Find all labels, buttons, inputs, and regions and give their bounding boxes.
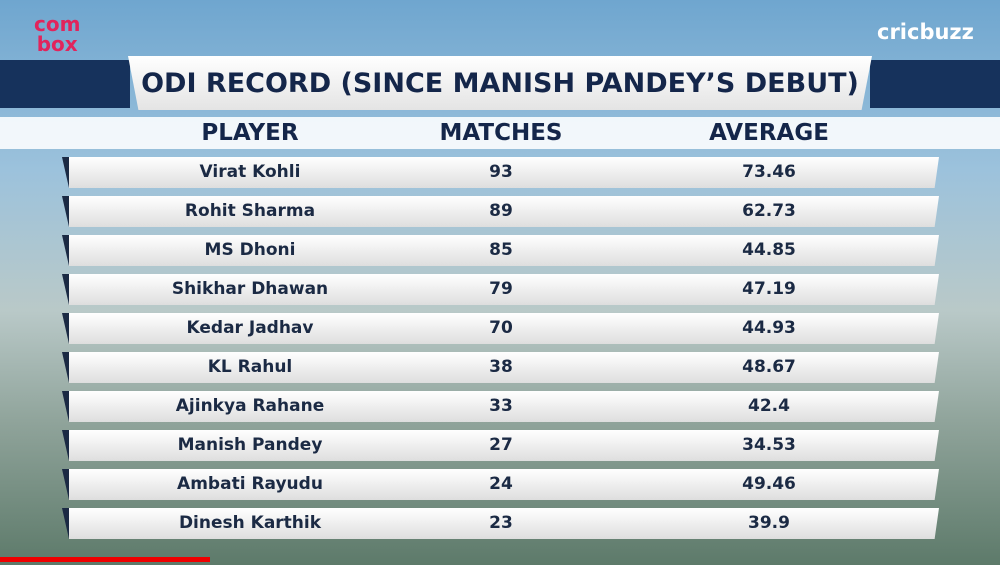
side-band xyxy=(870,60,1000,108)
logo-text: com xyxy=(34,12,81,36)
table-cell: 38 xyxy=(489,357,513,377)
logo: com box xyxy=(34,14,80,54)
table-row: KL Rahul 38 48.67 xyxy=(62,352,939,383)
table-row: Virat Kohli 93 73.46 xyxy=(62,157,939,188)
table-cell: Shikhar Dhawan xyxy=(171,279,329,299)
table-cell: 73.46 xyxy=(742,162,796,182)
table-row: Ajinkya Rahane 33 42.4 xyxy=(62,391,939,422)
table-cell: 33 xyxy=(489,396,513,416)
table-cell: 47.19 xyxy=(742,279,796,299)
table-cell: 34.53 xyxy=(742,435,796,455)
table-cell: 39.9 xyxy=(748,513,790,533)
table-row: Shikhar Dhawan 79 47.19 xyxy=(62,274,939,305)
title: ODI RECORD (SINCE MANISH PANDEY’S DEBUT) xyxy=(128,56,872,110)
logo-text: box xyxy=(36,32,78,56)
table-cell: 70 xyxy=(489,318,513,338)
logo: cricbuzz xyxy=(877,20,974,44)
table-cell: 85 xyxy=(489,240,513,260)
table-row: Manish Pandey 27 34.53 xyxy=(62,430,939,461)
table-cell: Dinesh Karthik xyxy=(178,513,322,533)
table-cell: 24 xyxy=(489,474,513,494)
table-cell: 49.46 xyxy=(742,474,796,494)
table-cell: 89 xyxy=(489,201,513,221)
table-cell: 42.4 xyxy=(748,396,790,416)
header-row: PLAYER MATCHES AVERAGE xyxy=(0,117,1000,149)
table-cell: Kedar Jadhav xyxy=(186,318,314,338)
table-cell: MS Dhoni xyxy=(204,240,296,260)
column-header: MATCHES xyxy=(439,120,563,146)
column-header: PLAYER xyxy=(201,120,299,146)
table-cell: 44.85 xyxy=(742,240,796,260)
table-cell: Rohit Sharma xyxy=(184,201,316,221)
table-cell: Ajinkya Rahane xyxy=(175,396,325,416)
table-row: MS Dhoni 85 44.85 xyxy=(62,235,939,266)
progress-bar xyxy=(0,557,210,562)
column-header: AVERAGE xyxy=(709,120,829,146)
table-cell: Virat Kohli xyxy=(199,162,301,182)
table-row: Kedar Jadhav 70 44.93 xyxy=(62,313,939,344)
table-cell: 93 xyxy=(489,162,513,182)
table-cell: 44.93 xyxy=(742,318,796,338)
table-cell: 48.67 xyxy=(742,357,796,377)
table-cell: Ambati Rayudu xyxy=(177,474,323,494)
table-cell: 62.73 xyxy=(742,201,796,221)
table-cell: Manish Pandey xyxy=(177,435,323,455)
table-row: Ambati Rayudu 24 49.46 xyxy=(62,469,939,500)
table-cell: 23 xyxy=(489,513,513,533)
table-cell: 27 xyxy=(489,435,513,455)
table-cell: KL Rahul xyxy=(207,357,293,377)
table-cell: 79 xyxy=(489,279,513,299)
table-row: Rohit Sharma 89 62.73 xyxy=(62,196,939,227)
side-band xyxy=(0,60,130,108)
table-row: Dinesh Karthik 23 39.9 xyxy=(62,508,939,539)
